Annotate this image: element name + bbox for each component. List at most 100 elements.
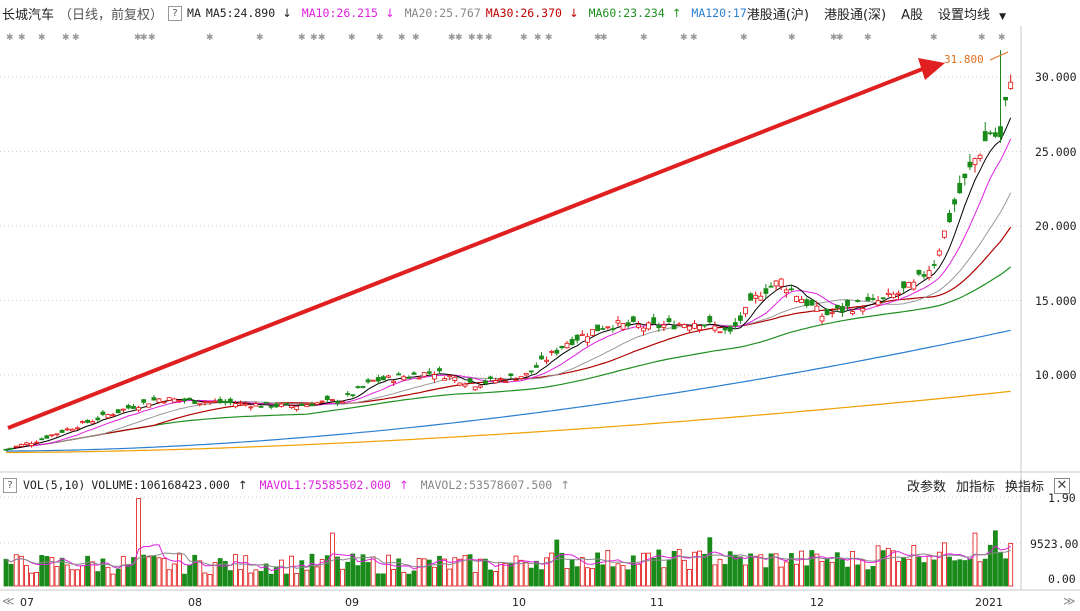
volume-bar: [273, 567, 279, 587]
volume-bar: [998, 551, 1003, 587]
volume-bar: [120, 556, 126, 587]
candle-body: [238, 402, 244, 405]
volume-help-icon[interactable]: ?: [3, 477, 17, 493]
candle-body: [493, 380, 499, 384]
volume-bar: [100, 558, 106, 587]
volume-bar: [656, 549, 662, 587]
candle-body: [819, 315, 825, 322]
volume-bar: [156, 557, 162, 587]
event-star-icon: ✱: [680, 33, 688, 43]
volume-bar: [564, 568, 570, 587]
volume-bar: [324, 555, 330, 587]
candle-body: [936, 250, 942, 256]
volume-bar: [278, 559, 284, 587]
scroll-right-icon[interactable]: ≫: [1063, 594, 1076, 608]
volume-bar: [110, 573, 116, 587]
volume-bar: [115, 568, 121, 587]
volume-bar: [131, 557, 136, 587]
volume-bar: [896, 561, 901, 587]
candle-body: [8, 447, 14, 450]
candle-body: [447, 375, 453, 378]
volume-bar: [630, 555, 636, 587]
volume-bar: [457, 558, 463, 587]
candle-body: [340, 401, 346, 404]
tab-hk-shenzhen[interactable]: 港股通(深): [823, 7, 887, 23]
candle-body: [386, 375, 391, 378]
candle-body: [957, 182, 963, 194]
change-params-button[interactable]: 改参数: [906, 480, 946, 495]
candle-body: [406, 377, 412, 379]
event-star-icon: ✱: [455, 33, 463, 43]
volume-bar: [176, 553, 182, 587]
volume-bar: [804, 565, 810, 587]
candle-body: [69, 428, 75, 432]
candle-body: [335, 401, 340, 404]
candle-body: [748, 293, 753, 301]
candle-body: [498, 378, 504, 381]
volume-bar: [452, 557, 458, 587]
candle-body: [911, 281, 917, 290]
peak-leader: [989, 51, 1009, 61]
candle-body: [161, 401, 167, 404]
candle-body: [809, 299, 815, 306]
tab-hk-shanghai[interactable]: 港股通(沪): [746, 7, 809, 23]
ma20-line: [5, 192, 1012, 450]
candle-body: [64, 428, 70, 431]
candle-body: [80, 421, 85, 424]
price-tick-30: 30.000: [1035, 70, 1077, 84]
volume-bar: [406, 573, 412, 587]
candle-body: [712, 325, 718, 331]
candle-body: [880, 297, 886, 300]
volume-bar: [64, 564, 70, 587]
candle-body: [977, 154, 983, 159]
add-indicator-button[interactable]: 加指标: [955, 480, 995, 495]
candle-body: [314, 402, 320, 405]
candle-body: [656, 324, 662, 329]
volume-bar: [860, 559, 866, 587]
volume-bar: [870, 566, 876, 587]
candle-body: [544, 359, 549, 362]
event-star-icon: ✱: [864, 33, 872, 43]
volume-bar: [926, 555, 932, 587]
volume-bar: [809, 550, 815, 587]
ma5-value: MA5:24.890 ↓: [205, 6, 292, 20]
candle-body: [391, 380, 397, 383]
candle-body: [804, 299, 810, 306]
candle-body: [396, 373, 402, 376]
event-star-icon: ✱: [140, 33, 148, 43]
volume-bar: [600, 564, 606, 587]
event-star-icon: ✱: [594, 33, 602, 43]
candle-body: [222, 400, 228, 404]
x-tick-11: 11: [650, 596, 664, 609]
event-star-icon: ✱: [600, 33, 608, 43]
scroll-left-icon[interactable]: ≪: [2, 594, 15, 608]
settings-ma-button[interactable]: 设置均线 ▼: [938, 7, 1007, 23]
candle-body: [528, 370, 534, 373]
candle-body: [431, 374, 437, 380]
volume-bar: [666, 559, 672, 587]
volume-bar: [477, 558, 483, 587]
volume-bar: [340, 568, 346, 587]
candle-body: [360, 386, 366, 388]
volume-bar: [676, 549, 682, 587]
volume-bar: [243, 555, 249, 587]
candle-body: [610, 328, 616, 331]
tab-a-share[interactable]: A股: [901, 7, 923, 23]
close-icon[interactable]: ✕: [1054, 477, 1070, 494]
volume-bar: [855, 564, 861, 587]
volume-bar: [29, 572, 34, 587]
volume-bar: [778, 566, 784, 587]
candle-body: [763, 288, 769, 294]
volume-bar: [993, 530, 998, 587]
help-icon[interactable]: ?: [168, 5, 183, 21]
candle-body: [345, 393, 351, 395]
switch-indicator-button[interactable]: 换指标: [1004, 480, 1044, 495]
candle-body: [768, 285, 774, 288]
volume-bar: [743, 564, 748, 587]
ma60-line: [5, 266, 1012, 451]
volume-value: VOLUME:106168423.000 ↑: [91, 478, 248, 492]
candle-body: [18, 444, 24, 447]
event-star-icon: ✱: [930, 33, 938, 43]
candle-body: [171, 398, 177, 403]
